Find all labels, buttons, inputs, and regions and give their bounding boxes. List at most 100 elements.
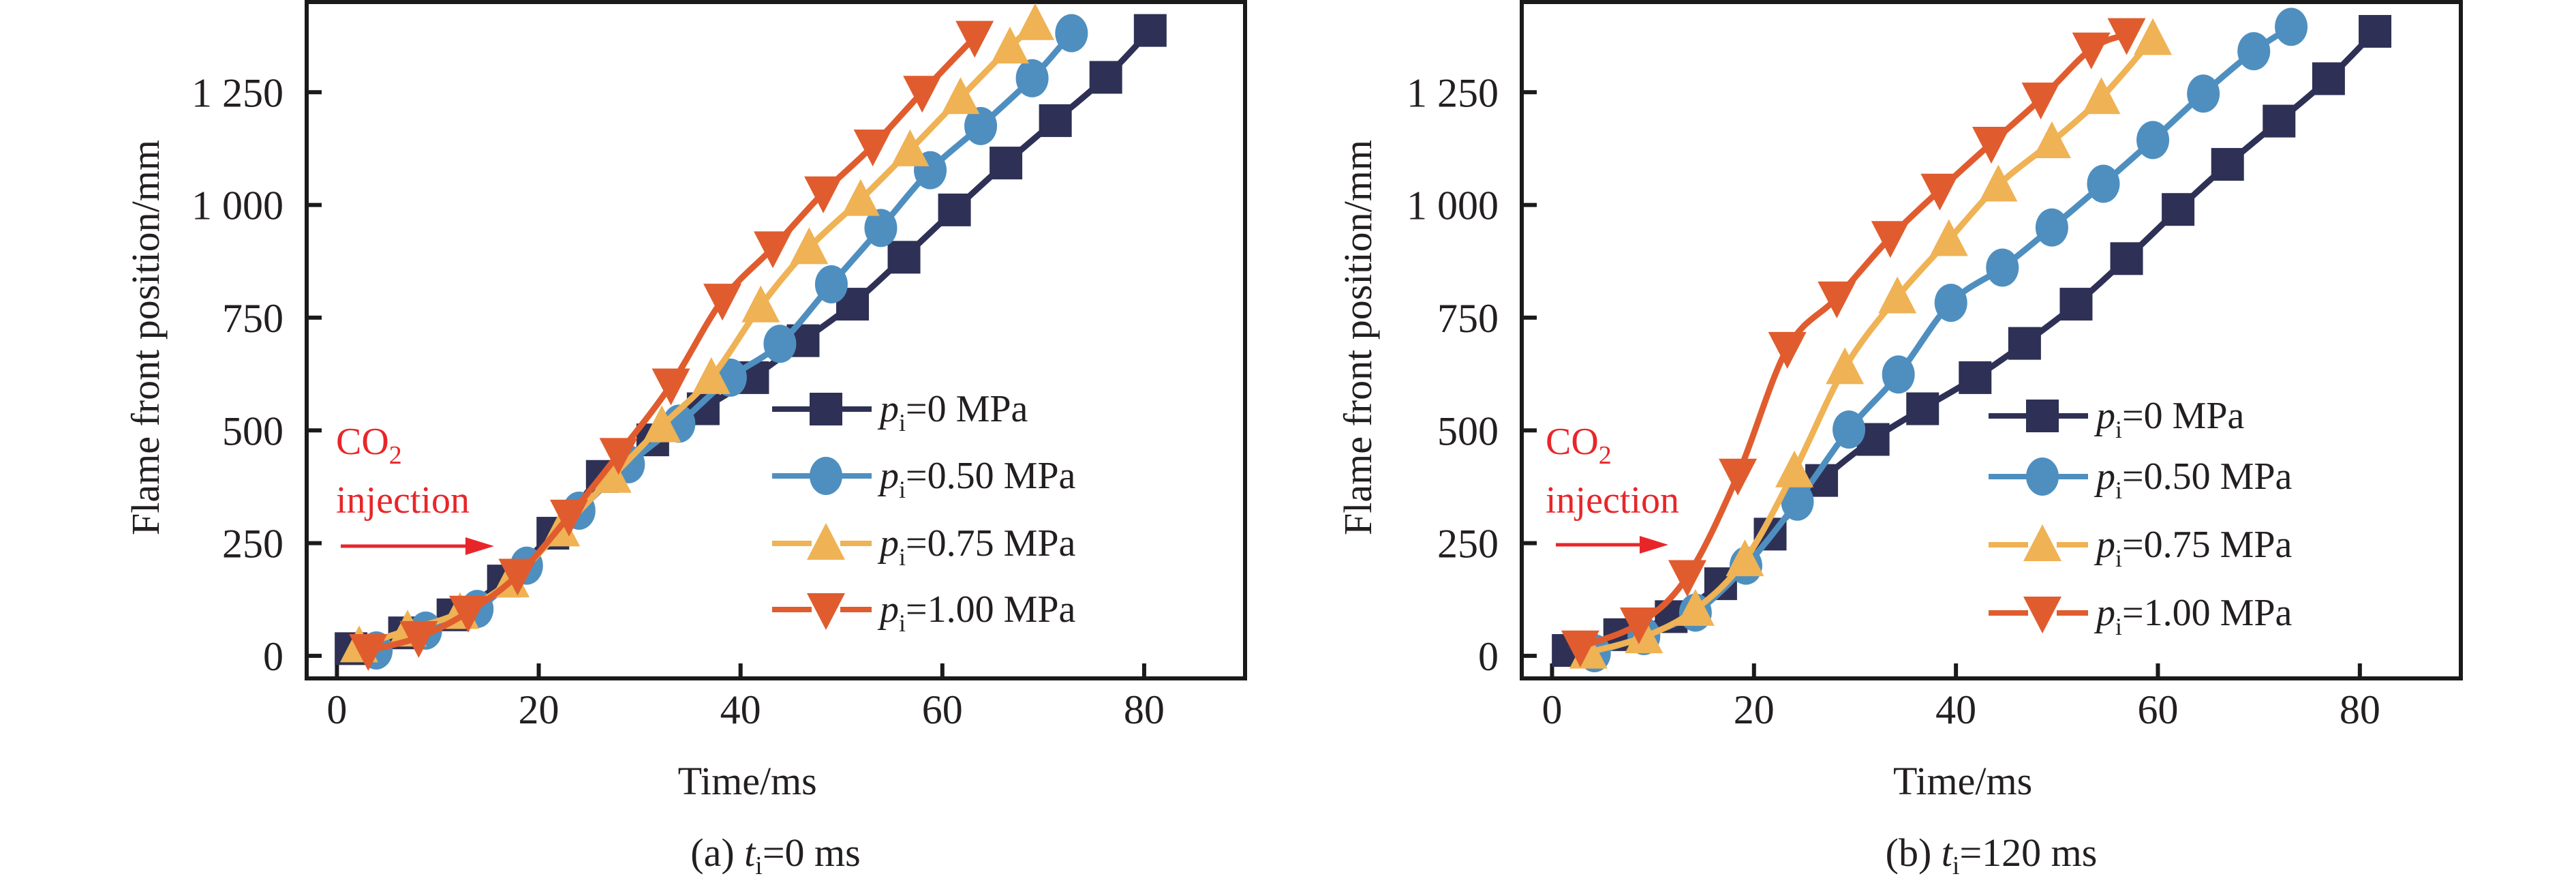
x-tick-label: 20 — [1734, 687, 1775, 732]
injection-arrow-head-icon — [465, 537, 494, 555]
series-2-marker-3 — [1726, 539, 1764, 577]
legend-entry: pi=0.75 MPa — [772, 522, 1076, 571]
caption-sub: i — [755, 852, 763, 880]
legend-marker-legend — [2023, 597, 2061, 633]
y-tick-label: 750 — [1437, 296, 1499, 341]
series-3-marker-4 — [549, 499, 588, 537]
y-tick-label: 1 250 — [191, 70, 283, 115]
series-2-marker-12 — [941, 77, 980, 115]
co2-label: CO2 — [1546, 421, 1612, 470]
panel-caption: (a) ti=0 ms — [690, 830, 860, 880]
series-3-marker-3 — [1719, 458, 1758, 496]
series-1-marker-5 — [1833, 410, 1866, 449]
series-2-marker-10 — [841, 179, 880, 216]
series-0-marker-10 — [2059, 288, 2093, 321]
y-tick-label: 250 — [1437, 522, 1499, 567]
series-3-marker-2 — [1668, 560, 1707, 597]
caption-prefix: (a) — [690, 830, 744, 875]
series-1-marker-4 — [1781, 482, 1814, 521]
series-1-marker-14 — [1055, 14, 1088, 52]
caption-suffix: =0 ms — [763, 830, 861, 875]
series-2-marker-2 — [1676, 588, 1715, 626]
series-0-marker-7 — [1906, 392, 1939, 425]
legend-entry: pi=0 MPa — [772, 388, 1028, 436]
y-tick-label: 1 000 — [191, 183, 283, 228]
series-2-marker-5 — [1826, 347, 1865, 385]
series-1-marker-12 — [2187, 74, 2220, 113]
x-tick-label: 80 — [1124, 687, 1165, 732]
series-1-marker-8 — [1986, 248, 2019, 287]
x-tick-label: 0 — [326, 687, 347, 732]
series-0-marker-12 — [938, 193, 971, 226]
series-1-marker-7 — [1934, 284, 1967, 322]
panel-a: 0 20 40 60 80 0 250 500 750 1 000 1 250 Time/ms Flam… — [123, 0, 1247, 880]
plot-frame — [305, 0, 1247, 680]
series-1-marker-13 — [1015, 59, 1049, 97]
series-1-marker-12 — [964, 106, 998, 145]
legend-label: pi=0.50 MPa — [877, 455, 1076, 503]
series-2-marker-8 — [1979, 164, 2018, 202]
series-3-marker-5 — [599, 438, 638, 475]
series-2-marker-7 — [1929, 219, 1968, 256]
series-0-marker-11 — [2110, 242, 2143, 275]
x-axis-label: Time/ms — [678, 759, 817, 803]
series-3-marker-11 — [903, 76, 942, 113]
series-0-marker-13 — [990, 147, 1023, 180]
series-3-marker-4 — [1768, 331, 1807, 369]
series-0-marker-14 — [2263, 104, 2296, 138]
legend-marker-legend — [810, 457, 842, 495]
series-2-marker-7 — [692, 357, 731, 394]
series-3-marker-1 — [399, 620, 438, 658]
series-triangle-down — [349, 20, 994, 671]
legend-marker-legend — [807, 593, 845, 630]
panel-caption: (b) ti=120 ms — [1886, 830, 2098, 880]
series-1-marker-14 — [2275, 7, 2308, 46]
x-tick-label: 20 — [519, 687, 559, 732]
series-1-marker-8 — [763, 325, 797, 363]
series-2-marker-8 — [741, 285, 780, 322]
x-axis-label: Time/ms — [1893, 759, 2032, 803]
legend-marker-legend — [810, 393, 842, 425]
legend-entry: pi=0.75 MPa — [1989, 524, 2293, 572]
y-tick-label: 0 — [1478, 634, 1499, 679]
series-1-marker-9 — [814, 265, 848, 303]
legend-marker-legend — [2026, 400, 2059, 432]
series-1-marker-11 — [2136, 121, 2170, 160]
series-3-marker-6 — [1871, 221, 1910, 258]
series-2-marker-13 — [991, 27, 1030, 64]
legend-label: pi=0.75 MPa — [2094, 524, 2293, 572]
series-1-marker-13 — [2237, 32, 2271, 71]
series-2-marker-11 — [2134, 18, 2173, 55]
series-2-marker-4 — [1775, 450, 1814, 487]
y-tick-label: 250 — [222, 522, 283, 567]
legend-label: pi=0.50 MPa — [2094, 455, 2293, 504]
legend-label: pi=0 MPa — [2094, 395, 2245, 443]
legend-label: pi=1.00 MPa — [877, 588, 1076, 637]
injection-label: injection — [336, 479, 470, 522]
plot-frame — [1520, 0, 2463, 680]
series-0-marker-9 — [2008, 327, 2041, 360]
co2-label: CO2 — [336, 421, 402, 470]
x-tick-label: 0 — [1542, 687, 1562, 732]
y-axis-label: Flame front position/mm — [1336, 140, 1380, 535]
x-tick-label: 40 — [1935, 687, 1976, 732]
series-3-marker-7 — [1920, 173, 1959, 211]
injection-arrow-head-icon — [1640, 536, 1668, 554]
legend-label: pi=0 MPa — [877, 388, 1028, 436]
y-tick-label: 500 — [222, 408, 283, 453]
series-triangle-up — [1569, 18, 2173, 669]
series-3-marker-1 — [1619, 607, 1658, 644]
series-2-marker-14 — [1016, 3, 1055, 40]
caption-var: t — [1942, 830, 1954, 875]
series-2-marker-5 — [593, 455, 632, 493]
series-3-marker-7 — [703, 284, 742, 321]
series-1-marker-10 — [2087, 164, 2120, 203]
series-0-marker-11 — [887, 241, 921, 274]
series-3-marker-3 — [498, 558, 537, 596]
series-0-marker-16 — [1133, 14, 1167, 47]
series-3-marker-2 — [448, 595, 487, 633]
series-0-marker-13 — [2211, 148, 2244, 181]
series-3-marker-9 — [2021, 82, 2060, 120]
x-tick-label: 40 — [720, 687, 761, 732]
